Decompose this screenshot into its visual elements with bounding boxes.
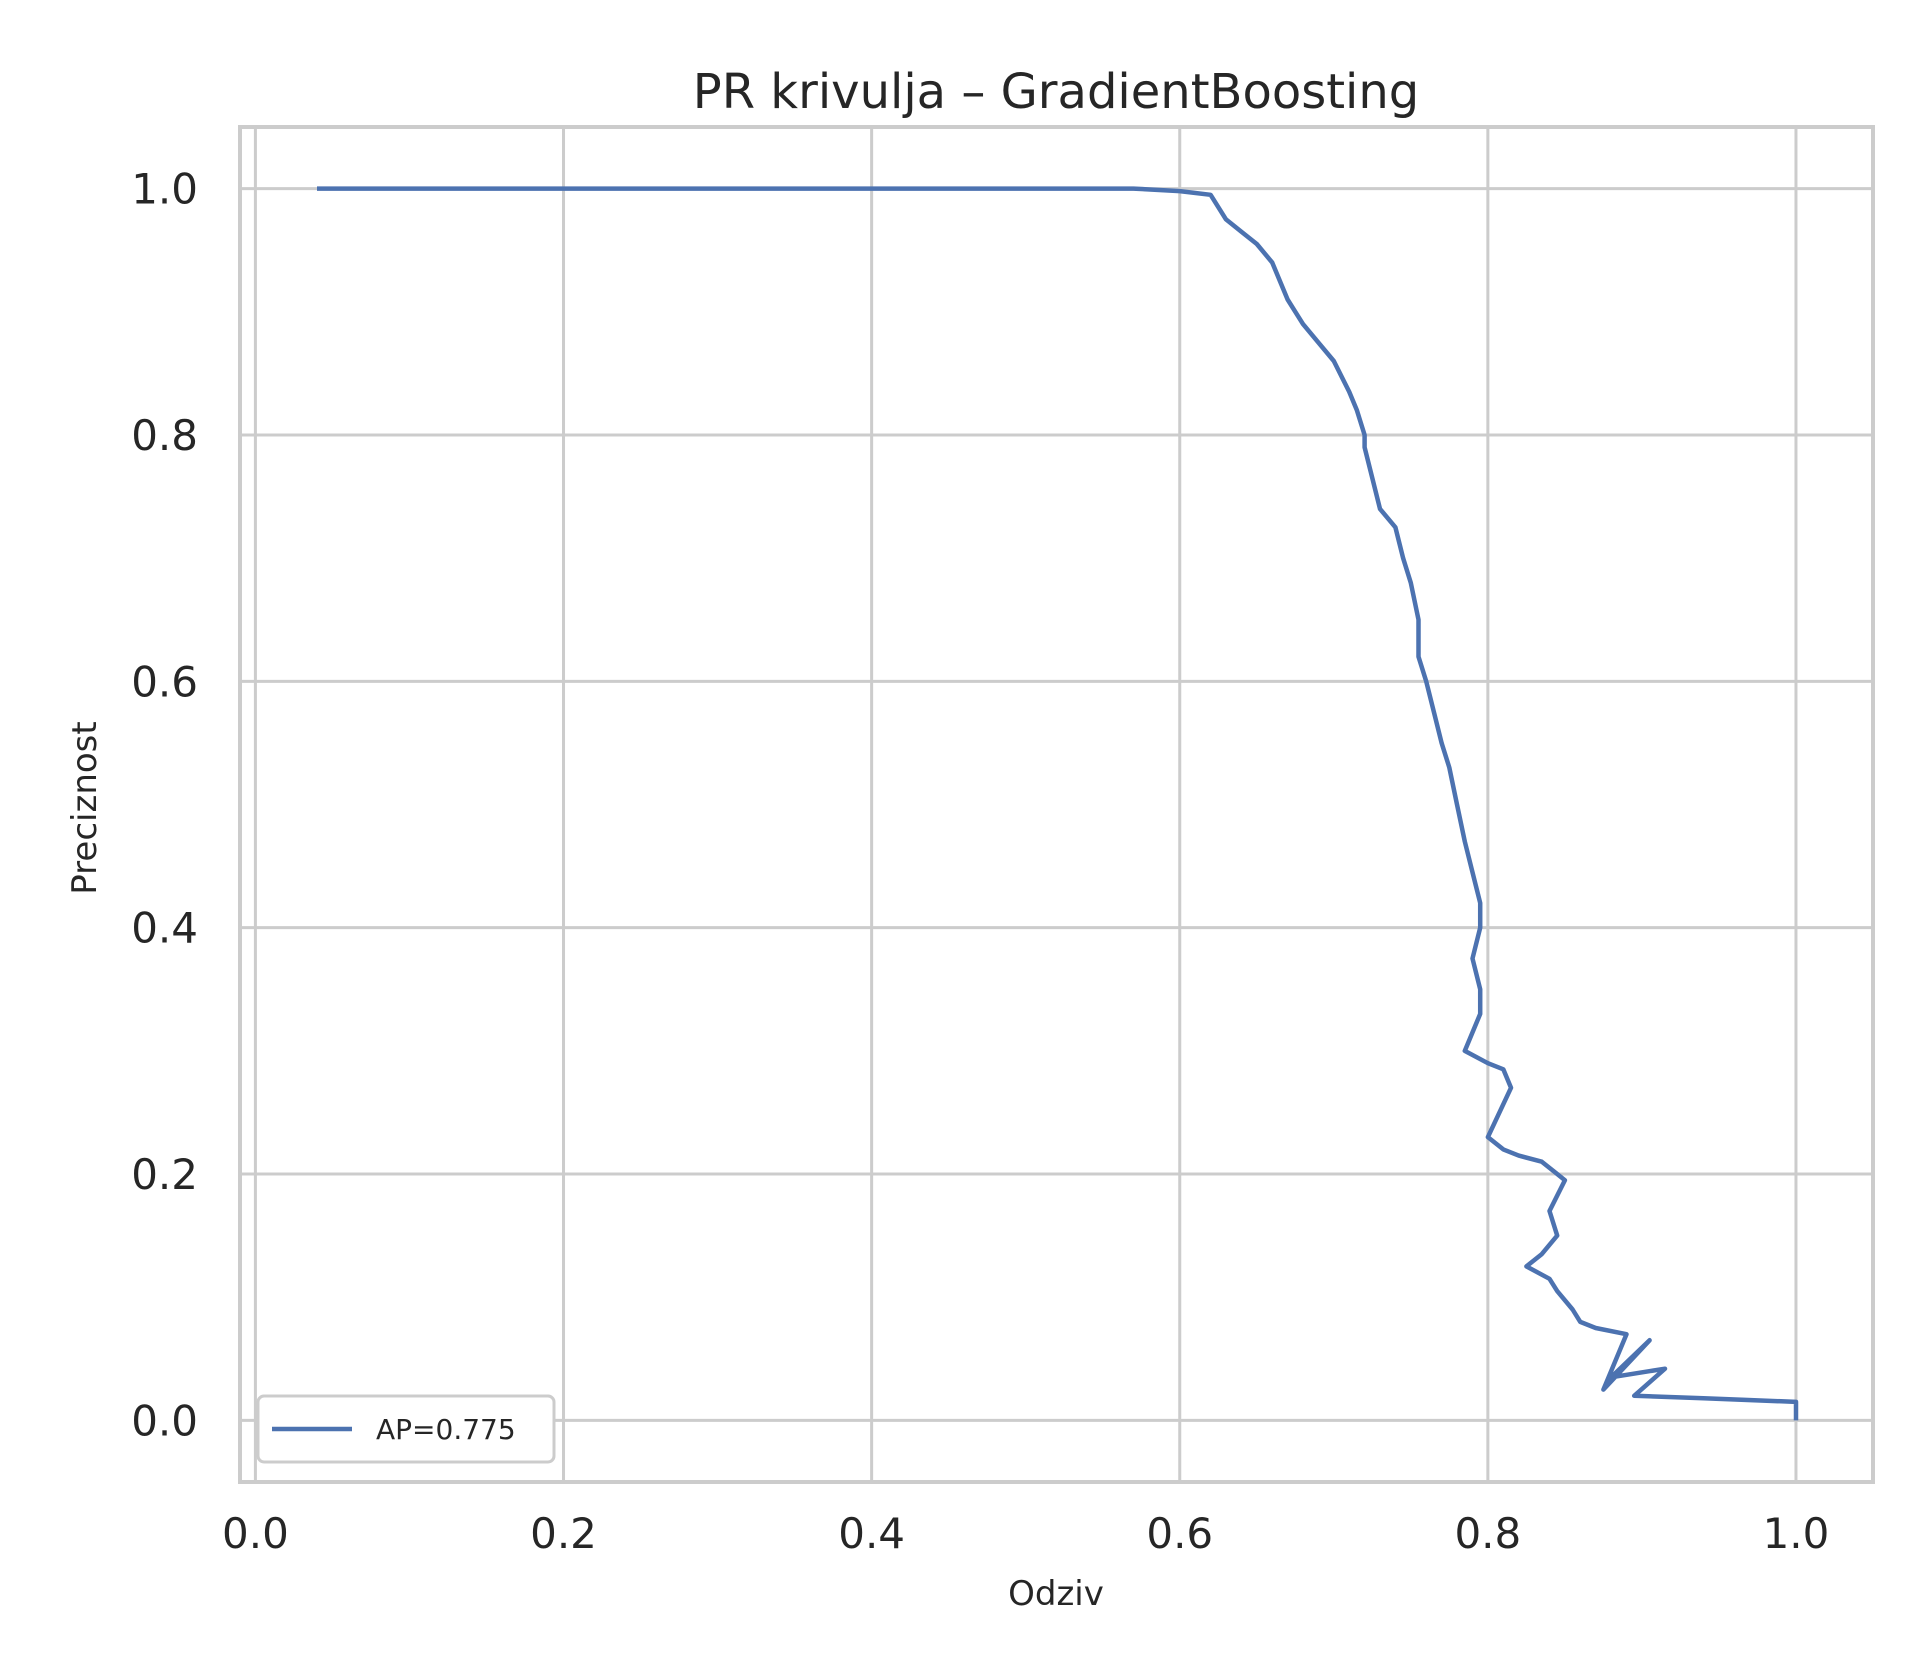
series-line xyxy=(317,186,1799,1421)
y-tick-label: 0.2 xyxy=(131,1150,198,1199)
grid-lines xyxy=(240,127,1873,1482)
x-tick-label: 0.4 xyxy=(838,1509,905,1558)
legend-box xyxy=(256,1394,556,1464)
legend-label: AP=0.775 xyxy=(376,1413,516,1446)
x-tick-labels: 0.0 0.2 0.4 0.6 0.8 1.0 xyxy=(222,1509,1829,1558)
x-tick-label: 0.8 xyxy=(1454,1509,1521,1558)
legend: AP=0.775 xyxy=(256,1394,556,1464)
y-tick-label: 0.4 xyxy=(131,904,198,953)
y-tick-label: 0.0 xyxy=(131,1396,198,1445)
y-tick-label: 1.0 xyxy=(131,165,198,214)
chart-title: PR krivulja – GradientBoosting xyxy=(693,64,1420,120)
y-tick-labels: 0.0 0.2 0.4 0.6 0.8 1.0 xyxy=(131,165,198,1446)
x-tick-label: 0.2 xyxy=(530,1509,597,1558)
y-axis-label: Preciznost xyxy=(65,721,105,894)
y-tick-label: 0.8 xyxy=(131,411,198,460)
x-tick-label: 0.0 xyxy=(222,1509,289,1558)
x-tick-label: 0.6 xyxy=(1146,1509,1213,1558)
x-axis-label: Odziv xyxy=(1008,1574,1104,1614)
plot-frame xyxy=(238,125,1875,1484)
x-tick-label: 1.0 xyxy=(1763,1509,1830,1558)
series-layer xyxy=(317,186,1799,1421)
y-tick-label: 0.6 xyxy=(131,657,198,706)
